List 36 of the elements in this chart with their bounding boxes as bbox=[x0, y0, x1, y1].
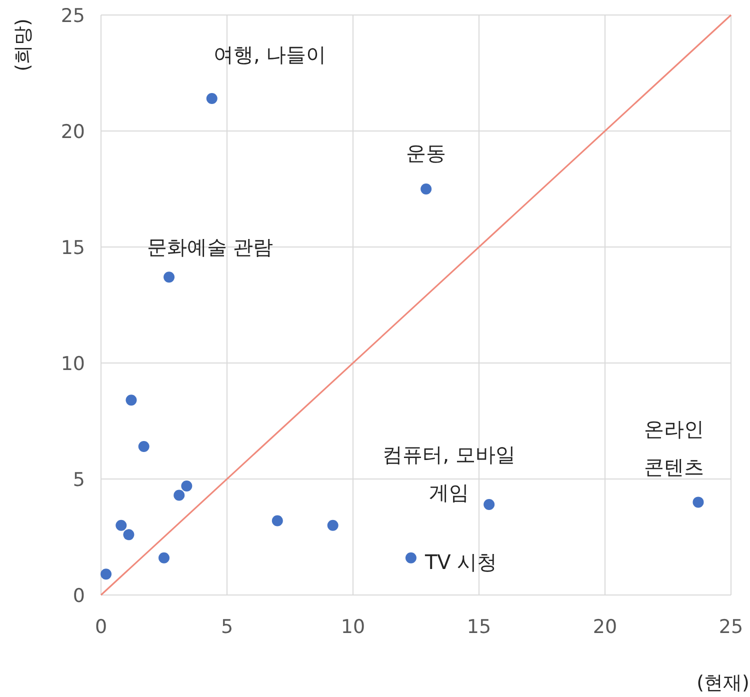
x-axis-title: (현재) bbox=[696, 672, 750, 694]
point bbox=[692, 496, 704, 508]
x-tick-label: 5 bbox=[220, 616, 234, 638]
annotation: 컴퓨터, 모바일 게임 bbox=[382, 442, 516, 505]
y-axis-title: (희망) bbox=[12, 18, 34, 72]
point bbox=[174, 490, 185, 501]
y-tick-label: 0 bbox=[72, 585, 85, 607]
x-tick-label: 20 bbox=[592, 616, 618, 638]
point bbox=[126, 394, 137, 406]
annotation: 온라인 콘텐츠 bbox=[644, 417, 704, 480]
point bbox=[116, 520, 127, 531]
y-tick-label: 20 bbox=[60, 121, 85, 143]
x-tick-label: 10 bbox=[340, 616, 366, 638]
x-tick-label: 25 bbox=[718, 616, 744, 638]
point bbox=[181, 480, 192, 492]
point bbox=[206, 93, 218, 104]
annotation: 문화예술 관람 bbox=[146, 235, 274, 260]
point bbox=[272, 515, 283, 526]
point bbox=[138, 441, 150, 452]
annotation: TV 시청 bbox=[424, 550, 498, 574]
annotation: 운동 bbox=[406, 141, 446, 165]
x-tick-label: 15 bbox=[466, 616, 492, 638]
y-tick-label: 5 bbox=[72, 469, 85, 491]
x-tick-label: 0 bbox=[94, 616, 108, 638]
point bbox=[100, 568, 112, 580]
y-tick-label: 15 bbox=[60, 237, 85, 259]
point bbox=[123, 529, 134, 540]
point bbox=[484, 499, 495, 510]
y-tick-label: 10 bbox=[60, 353, 85, 375]
y-tick-label: 25 bbox=[60, 5, 85, 27]
point bbox=[158, 552, 170, 564]
point bbox=[420, 184, 432, 194]
point bbox=[327, 520, 338, 531]
point bbox=[164, 272, 175, 283]
annotation: 여행, 나들이 bbox=[214, 42, 326, 67]
point bbox=[405, 552, 416, 564]
